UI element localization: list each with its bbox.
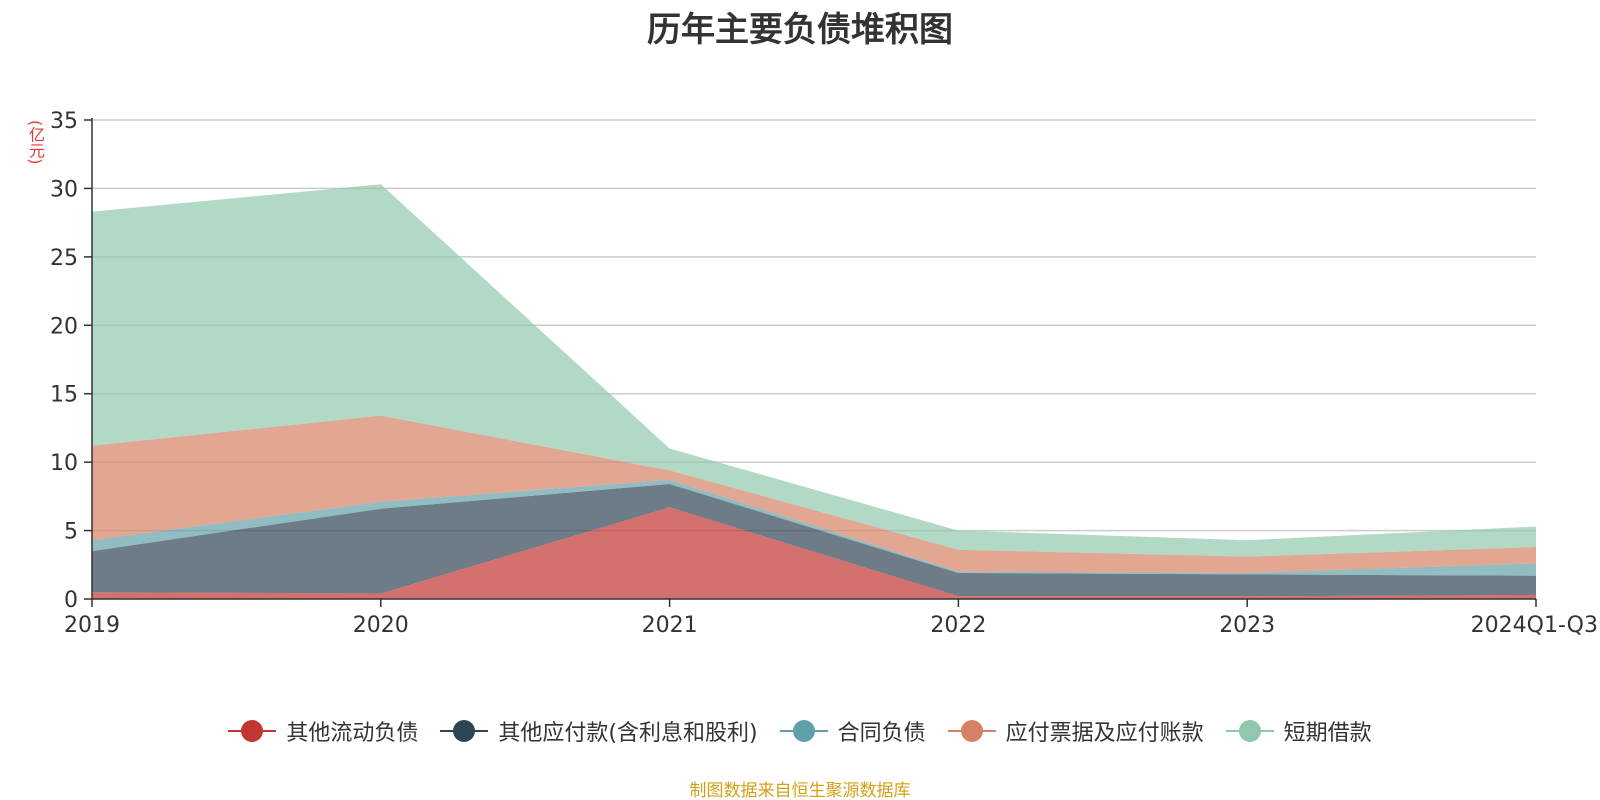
area-series-3[interactable] xyxy=(92,415,1536,573)
y-axis-unit-label: (亿元) xyxy=(26,120,45,165)
legend-label: 合同负债 xyxy=(837,721,926,746)
legend-label: 应付票据及应付账款 xyxy=(1005,721,1204,746)
area-series-0[interactable] xyxy=(92,507,1536,599)
legend-item-2[interactable]: 合同负债 xyxy=(779,715,926,747)
x-tick-label: 2023 xyxy=(1219,613,1275,638)
y-tick-label: 5 xyxy=(64,520,78,545)
x-tick-label: 2024Q1-Q3 xyxy=(1471,613,1598,638)
y-tick-label: 20 xyxy=(50,314,78,339)
source-note: 制图数据来自恒生聚源数据库 xyxy=(689,781,911,800)
axes: 0 5 10 15 20 25 30 35 2019 2020 2021 2022 2023 2024Q1… xyxy=(50,109,1598,638)
area-series-4[interactable] xyxy=(92,184,1536,557)
y-tick-label: 30 xyxy=(50,177,78,202)
y-tick-label: 0 xyxy=(64,588,78,613)
legend-marker-icon xyxy=(779,719,828,743)
legend-marker-icon xyxy=(947,719,996,743)
legend-marker-icon xyxy=(228,719,277,743)
legend-marker-icon xyxy=(440,719,489,743)
x-tick-label: 2020 xyxy=(353,613,409,638)
legend-item-3[interactable]: 应付票据及应付账款 xyxy=(947,715,1204,747)
legend-label: 短期借款 xyxy=(1283,721,1372,746)
y-tick-label: 25 xyxy=(50,246,78,271)
area-series-1[interactable] xyxy=(92,484,1536,597)
legend: 其他流动负债 其他应付款(含利息和股利) 合同负债 应付票据及应付账款 短期借款 xyxy=(0,715,1600,747)
y-tick-label: 35 xyxy=(50,109,78,134)
legend-label: 其他流动负债 xyxy=(286,721,419,746)
x-tick-label: 2019 xyxy=(64,613,120,638)
legend-marker-icon xyxy=(1225,719,1274,743)
y-tick-label: 10 xyxy=(50,451,78,476)
chart-title: 历年主要负债堆积图 xyxy=(647,10,953,50)
plot-area: 0 5 10 15 20 25 30 35 2019 2020 2021 2022 2023 2024Q1… xyxy=(50,109,1598,638)
stacked-areas xyxy=(92,184,1536,599)
legend-item-0[interactable]: 其他流动负债 xyxy=(228,715,418,747)
area-series-2[interactable] xyxy=(92,479,1536,576)
x-tick-label: 2021 xyxy=(642,613,698,638)
x-tick-label: 2022 xyxy=(930,613,986,638)
y-tick-label: 15 xyxy=(50,383,78,408)
legend-label: 其他应付款(含利息和股利) xyxy=(498,721,758,746)
legend-item-4[interactable]: 短期借款 xyxy=(1225,715,1372,747)
legend-item-1[interactable]: 其他应付款(含利息和股利) xyxy=(440,715,758,747)
